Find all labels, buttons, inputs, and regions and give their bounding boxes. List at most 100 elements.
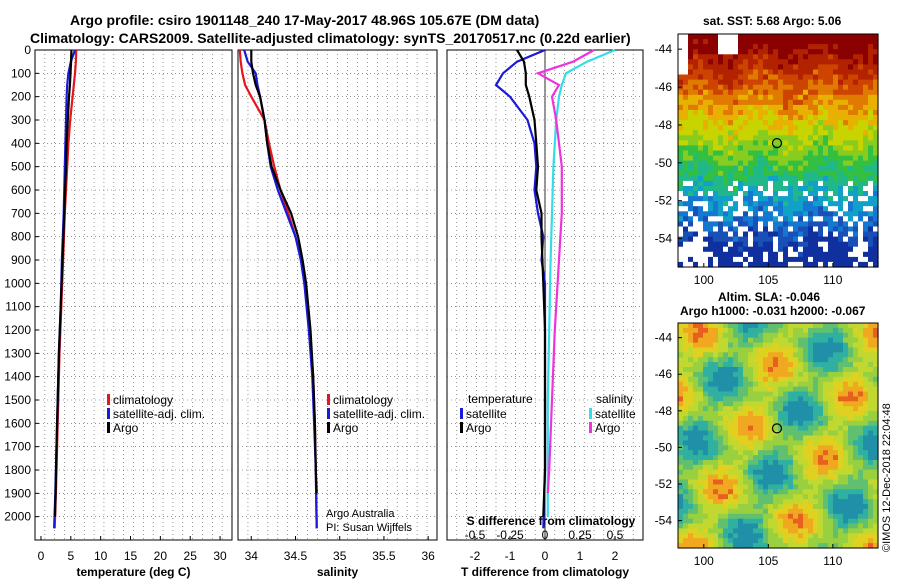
map-cell (698, 64, 704, 71)
map-cell (708, 386, 714, 393)
map-cell (873, 357, 879, 363)
map-cell (818, 362, 824, 368)
map-cell (808, 406, 814, 412)
map-cell (788, 455, 794, 461)
map-cell (738, 327, 744, 334)
map-cell (778, 145, 784, 152)
map-cell (798, 494, 804, 500)
map-cell (853, 464, 859, 471)
map-cell (873, 165, 879, 172)
map-cell (728, 241, 734, 248)
x-tick-label: 1 (577, 549, 584, 563)
map-cell (838, 381, 844, 388)
map-cell (868, 246, 874, 253)
map-cell (698, 236, 704, 243)
map-cell (803, 165, 809, 172)
map-cell (858, 94, 864, 101)
map-cell (858, 251, 864, 258)
map-cell (708, 352, 714, 358)
map-cell (738, 150, 744, 157)
map-cell (843, 74, 849, 81)
map-cell (768, 504, 774, 510)
map-cell (823, 180, 829, 187)
map-cell (793, 135, 799, 141)
map-cell (703, 216, 709, 222)
map-cell (753, 226, 759, 233)
map-cell (873, 513, 879, 520)
map-cell (758, 69, 764, 76)
map-cell (828, 494, 834, 500)
map-cell (703, 135, 709, 141)
map-cell (833, 347, 839, 353)
map-cell (693, 115, 699, 121)
map-cell (838, 518, 844, 525)
map-cell (828, 211, 834, 217)
map-cell (838, 231, 844, 238)
map-cell (768, 261, 774, 268)
map-cell (698, 337, 704, 344)
map-cell (763, 241, 769, 248)
map-cell (813, 59, 819, 65)
map-cell (858, 120, 864, 126)
map-cell (718, 201, 724, 207)
map-cell (748, 165, 754, 172)
map-cell (693, 79, 699, 86)
map-cell (733, 160, 739, 167)
map-cell (798, 74, 804, 81)
map-cell (678, 84, 684, 91)
map-cell (748, 513, 754, 520)
map-cell (788, 110, 794, 116)
map-cell (863, 145, 869, 152)
map-cell (838, 352, 844, 358)
map-cell (753, 120, 759, 126)
map-cell (683, 469, 689, 476)
map-cell (708, 332, 714, 339)
map-cell (783, 391, 789, 397)
map-cell (848, 484, 854, 490)
map-cell (853, 342, 859, 349)
x-axis-label: salinity (317, 565, 359, 579)
map-cell (763, 489, 769, 495)
map-cell (758, 226, 764, 233)
map-cell (738, 135, 744, 141)
map-cell (853, 445, 859, 451)
map-cell (753, 145, 759, 152)
map-cell (868, 327, 874, 334)
map-cell (703, 543, 709, 549)
map-cell (873, 401, 879, 407)
map-cell (808, 216, 814, 222)
map-cell (798, 261, 804, 268)
map-cell (773, 357, 779, 363)
map-cell (793, 69, 799, 76)
map-cell (798, 362, 804, 368)
map-cell (698, 386, 704, 393)
map-cell (853, 367, 859, 373)
map-cell (798, 246, 804, 253)
map-cell (808, 120, 814, 126)
map-cell (813, 110, 819, 116)
map-cell (833, 337, 839, 344)
map-cell (863, 528, 869, 534)
map-cell (773, 430, 779, 437)
legend-label-sal-argo: Argo (595, 421, 621, 435)
map-cell (833, 196, 839, 202)
map-cell (758, 256, 764, 263)
map-cell (808, 450, 814, 456)
map-cell (678, 150, 684, 157)
map-cell (793, 140, 799, 147)
map-cell (733, 371, 739, 378)
map-cell (823, 469, 829, 476)
map-cell (723, 94, 729, 101)
map-cell (808, 435, 814, 441)
map-cell (873, 371, 879, 378)
map-cell (823, 494, 829, 500)
map-cell (793, 241, 799, 248)
map-cell (793, 381, 799, 388)
map-cell (848, 49, 854, 55)
map-cell (798, 415, 804, 422)
map-cell (713, 484, 719, 490)
map-cell (718, 342, 724, 349)
map-cell (683, 49, 689, 55)
map-cell (723, 523, 729, 529)
